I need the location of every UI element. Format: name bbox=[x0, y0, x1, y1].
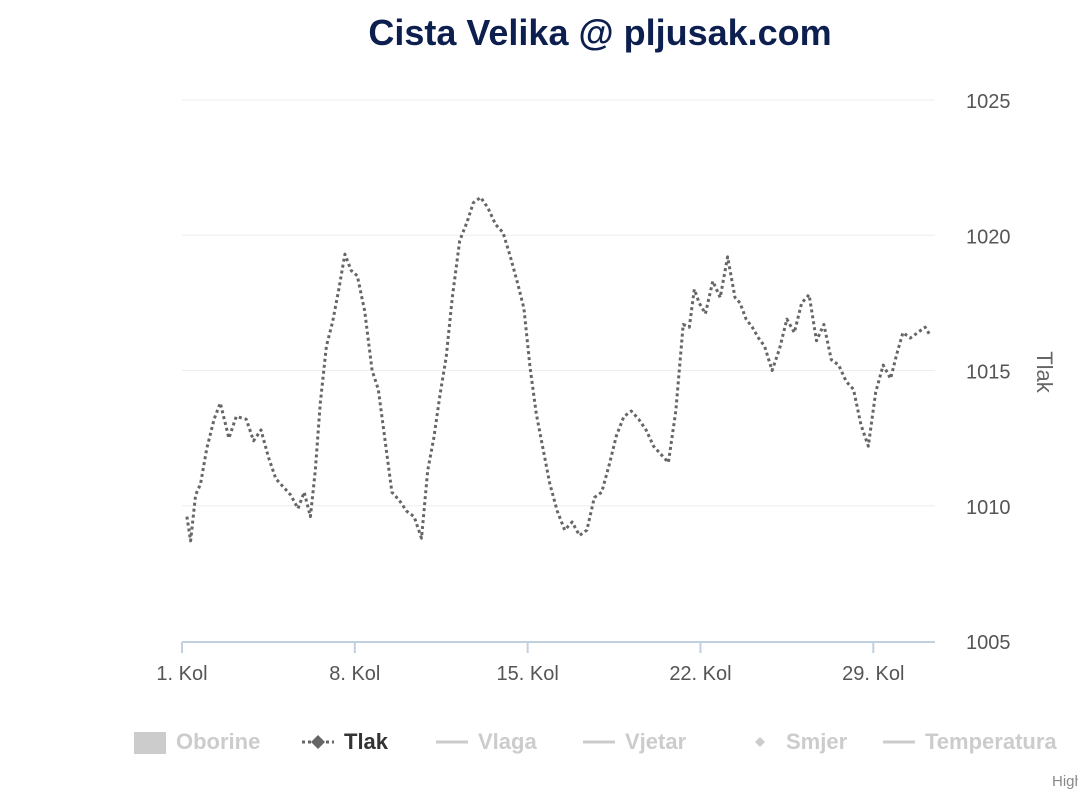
x-axis: 1. Kol 8. Kol 15. Kol 22. Kol 29. Kol bbox=[156, 641, 935, 685]
y-tick-label: 1025 bbox=[966, 91, 1011, 113]
y-axis-title: Tlak bbox=[1032, 351, 1057, 394]
series-tlak bbox=[185, 195, 932, 543]
legend-item-vjetar[interactable]: Vjetar bbox=[583, 722, 686, 762]
legend-item-oborine[interactable]: Oborine bbox=[134, 722, 260, 762]
legend-item-temperatura[interactable]: Temperatura bbox=[883, 722, 1057, 762]
x-tick-label: 15. Kol bbox=[497, 663, 559, 685]
legend-symbol-icon bbox=[583, 732, 615, 752]
chart-title: Cista Velika @ pljusak.com bbox=[368, 12, 832, 53]
legend-label: Smjer bbox=[786, 729, 848, 754]
legend-symbol-icon bbox=[883, 732, 915, 752]
x-tick-label: 22. Kol bbox=[669, 663, 731, 685]
legend-item-smjer[interactable]: Smjer bbox=[744, 722, 847, 762]
legend-symbol-icon bbox=[134, 732, 166, 754]
legend-symbol-icon bbox=[436, 732, 468, 752]
y-tick-label: 1010 bbox=[966, 497, 1011, 519]
y-tick-label: 1015 bbox=[966, 362, 1011, 384]
legend-label: Vlaga bbox=[478, 729, 537, 754]
y-axis: 1005 1010 1015 1020 1025 bbox=[966, 91, 1011, 654]
legend-label: Oborine bbox=[176, 729, 261, 754]
grid-lines bbox=[182, 99, 935, 507]
legend-label: Vjetar bbox=[625, 729, 687, 754]
legend-item-vlaga[interactable]: Vlaga bbox=[436, 722, 537, 762]
chart-plot: 1. Kol 8. Kol 15. Kol 22. Kol 29. Kol 100510… bbox=[156, 91, 1057, 685]
y-tick-label: 1005 bbox=[966, 632, 1011, 654]
legend-symbol-icon bbox=[744, 732, 776, 752]
x-tick-label: 8. Kol bbox=[329, 663, 380, 685]
y-tick-label: 1020 bbox=[966, 226, 1011, 248]
legend-label: Tlak bbox=[344, 729, 389, 754]
x-tick-label: 1. Kol bbox=[156, 663, 207, 685]
legend-symbol-icon bbox=[302, 732, 334, 752]
legend-label: Temperatura bbox=[925, 729, 1057, 754]
series-line-tlak[interactable] bbox=[185, 195, 932, 543]
legend-item-tlak[interactable]: Tlak bbox=[302, 722, 388, 762]
legend: Oborine Tlak Vlaga Vjetar Smjer Temperatura bbox=[0, 722, 1084, 762]
chart-credit[interactable]: Highcharts.com bbox=[1052, 773, 1078, 790]
x-tick-label: 29. Kol bbox=[842, 663, 904, 685]
